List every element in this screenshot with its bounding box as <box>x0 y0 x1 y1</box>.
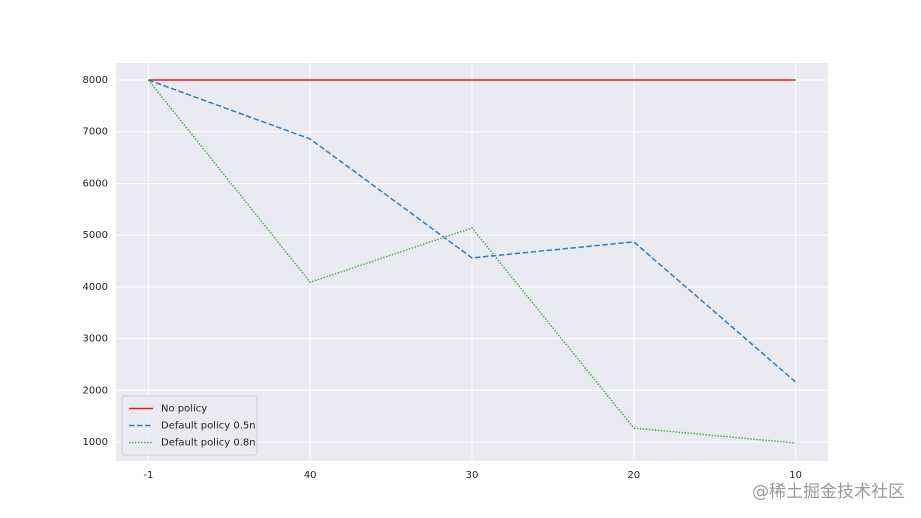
y-tick-label: 4000 <box>83 282 108 293</box>
x-tick-label: 20 <box>627 470 640 481</box>
series-line <box>148 79 797 383</box>
legend-label: No policy <box>161 404 207 415</box>
y-tick-label: 2000 <box>83 385 108 396</box>
x-tick-label: 40 <box>304 470 317 481</box>
y-tick-label: 5000 <box>83 230 108 241</box>
watermark: @稀土掘金技术社区 <box>752 482 905 502</box>
y-tick-label: 7000 <box>83 127 108 138</box>
x-tick-label: 10 <box>789 470 802 481</box>
legend-label: Default policy 0.8n <box>161 438 256 449</box>
y-tick-label: 1000 <box>83 437 108 448</box>
x-tick-label: -1 <box>143 470 153 481</box>
series-line <box>147 79 796 444</box>
x-tick-label: 30 <box>466 470 479 481</box>
y-tick-label: 8000 <box>83 75 108 86</box>
legend-label: Default policy 0.5n <box>161 421 256 432</box>
y-tick-label: 3000 <box>83 334 108 345</box>
legend-box <box>121 395 258 456</box>
y-tick-label: 6000 <box>83 178 108 189</box>
